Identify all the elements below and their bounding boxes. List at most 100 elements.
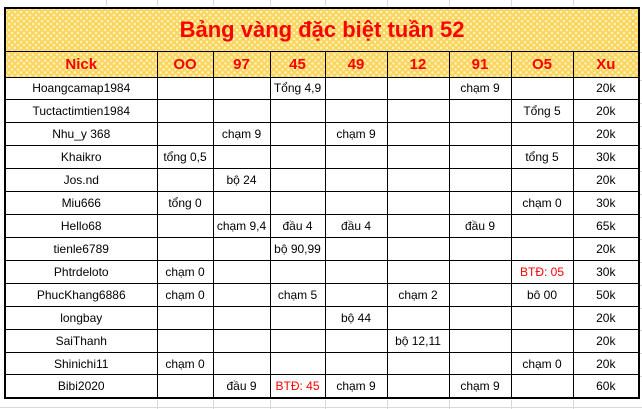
- bet-cell[interactable]: [448, 168, 512, 193]
- bet-cell[interactable]: chạm 0: [510, 351, 574, 376]
- bet-cell[interactable]: [386, 214, 450, 238]
- bet-cell[interactable]: [448, 145, 512, 170]
- bet-cell[interactable]: [212, 351, 271, 376]
- bet-cell[interactable]: [386, 374, 450, 399]
- nick-cell[interactable]: Shinichi11: [4, 351, 158, 376]
- xu-cell[interactable]: 20k: [572, 351, 640, 376]
- column-header-oo[interactable]: OO: [156, 50, 214, 78]
- bet-cell[interactable]: [386, 76, 450, 101]
- bet-cell[interactable]: [386, 99, 450, 124]
- bet-cell[interactable]: [324, 351, 388, 376]
- bet-cell[interactable]: Tổng 5: [510, 99, 574, 124]
- nick-cell[interactable]: Jos.nd: [4, 168, 158, 193]
- nick-cell[interactable]: Hoangcamap1984: [4, 76, 158, 101]
- nick-cell[interactable]: Hello68: [4, 214, 158, 238]
- bet-cell[interactable]: chạm 0: [510, 191, 574, 216]
- bet-cell[interactable]: [156, 305, 214, 330]
- bet-cell[interactable]: [156, 122, 214, 147]
- xu-cell[interactable]: 65k: [572, 214, 640, 238]
- bet-cell[interactable]: [448, 351, 512, 376]
- bet-cell[interactable]: tổng 0,5: [156, 145, 214, 170]
- bet-cell[interactable]: đầu 4: [269, 214, 326, 238]
- bet-cell[interactable]: [448, 305, 512, 330]
- xu-cell[interactable]: 30k: [572, 191, 640, 216]
- bet-cell[interactable]: [324, 168, 388, 193]
- bet-cell[interactable]: [386, 259, 450, 284]
- bet-cell[interactable]: bộ 44: [324, 305, 388, 330]
- xu-cell[interactable]: 30k: [572, 145, 640, 170]
- bet-cell[interactable]: [269, 328, 326, 353]
- bet-cell[interactable]: [510, 76, 574, 101]
- bet-cell[interactable]: [156, 168, 214, 193]
- bet-cell[interactable]: [510, 305, 574, 330]
- column-header-12[interactable]: 12: [386, 50, 450, 78]
- nick-cell[interactable]: SaiThanh: [4, 328, 158, 353]
- bet-cell[interactable]: [324, 191, 388, 216]
- column-header-o5[interactable]: O5: [510, 50, 574, 78]
- bet-cell[interactable]: [448, 122, 512, 147]
- bet-cell[interactable]: bộ 12,11: [386, 328, 450, 353]
- xu-cell[interactable]: 20k: [572, 122, 640, 147]
- nick-cell[interactable]: tienle6789: [4, 236, 158, 261]
- column-header-97[interactable]: 97: [212, 50, 271, 78]
- bet-cell[interactable]: [448, 259, 512, 284]
- bet-cell[interactable]: [324, 145, 388, 170]
- bet-cell[interactable]: [510, 122, 574, 147]
- bet-cell[interactable]: [510, 328, 574, 353]
- bet-cell[interactable]: [324, 282, 388, 307]
- bet-cell[interactable]: [386, 351, 450, 376]
- bet-cell[interactable]: [324, 259, 388, 284]
- bet-cell[interactable]: đầu 4: [324, 214, 388, 238]
- bet-cell[interactable]: chạm 9: [324, 122, 388, 147]
- bet-cell[interactable]: [212, 236, 271, 261]
- bet-cell[interactable]: đầu 9: [448, 214, 512, 238]
- bet-cell[interactable]: chạm 0: [156, 282, 214, 307]
- xu-cell[interactable]: 20k: [572, 328, 640, 353]
- bet-cell[interactable]: [324, 328, 388, 353]
- xu-cell[interactable]: 20k: [572, 236, 640, 261]
- bet-cell[interactable]: BTĐ: 45: [269, 374, 326, 399]
- table-title[interactable]: Bảng vàng đặc biệt tuần 52: [4, 7, 640, 52]
- bet-cell[interactable]: [269, 145, 326, 170]
- nick-cell[interactable]: Khaikro: [4, 145, 158, 170]
- bet-cell[interactable]: [269, 122, 326, 147]
- column-header-nick[interactable]: Nick: [4, 50, 158, 78]
- xu-cell[interactable]: 20k: [572, 168, 640, 193]
- bet-cell[interactable]: [156, 328, 214, 353]
- nick-cell[interactable]: Tuctactimtien1984: [4, 99, 158, 124]
- nick-cell[interactable]: longbay: [4, 305, 158, 330]
- bet-cell[interactable]: đầu 9: [212, 374, 271, 399]
- xu-cell[interactable]: 50k: [572, 282, 640, 307]
- bet-cell[interactable]: [269, 305, 326, 330]
- nick-cell[interactable]: Phtrdeloto: [4, 259, 158, 284]
- bet-cell[interactable]: Tổng 4,9: [269, 76, 326, 101]
- xu-cell[interactable]: 20k: [572, 99, 640, 124]
- bet-cell[interactable]: bộ 90,99: [269, 236, 326, 261]
- nick-cell[interactable]: PhucKhang6886: [4, 282, 158, 307]
- nick-cell[interactable]: Nhu_y 368: [4, 122, 158, 147]
- bet-cell[interactable]: [212, 145, 271, 170]
- nick-cell[interactable]: Bibi2020: [4, 374, 158, 399]
- column-header-91[interactable]: 91: [448, 50, 512, 78]
- bet-cell[interactable]: [269, 351, 326, 376]
- bet-cell[interactable]: [448, 191, 512, 216]
- bet-cell[interactable]: BTĐ: 05: [510, 259, 574, 284]
- bet-cell[interactable]: tổng 5: [510, 145, 574, 170]
- bet-cell[interactable]: [510, 236, 574, 261]
- bet-cell[interactable]: [212, 305, 271, 330]
- bet-cell[interactable]: [324, 99, 388, 124]
- bet-cell[interactable]: [212, 259, 271, 284]
- bet-cell[interactable]: chạm 0: [156, 351, 214, 376]
- bet-cell[interactable]: [212, 191, 271, 216]
- bet-cell[interactable]: [269, 259, 326, 284]
- bet-cell[interactable]: [324, 76, 388, 101]
- bet-cell[interactable]: [156, 236, 214, 261]
- xu-cell[interactable]: 30k: [572, 259, 640, 284]
- bet-cell[interactable]: chạm 9: [448, 76, 512, 101]
- bet-cell[interactable]: [386, 305, 450, 330]
- xu-cell[interactable]: 20k: [572, 305, 640, 330]
- bet-cell[interactable]: [510, 214, 574, 238]
- bet-cell[interactable]: [448, 328, 512, 353]
- bet-cell[interactable]: chạm 9,4: [212, 214, 271, 238]
- bet-cell[interactable]: [448, 282, 512, 307]
